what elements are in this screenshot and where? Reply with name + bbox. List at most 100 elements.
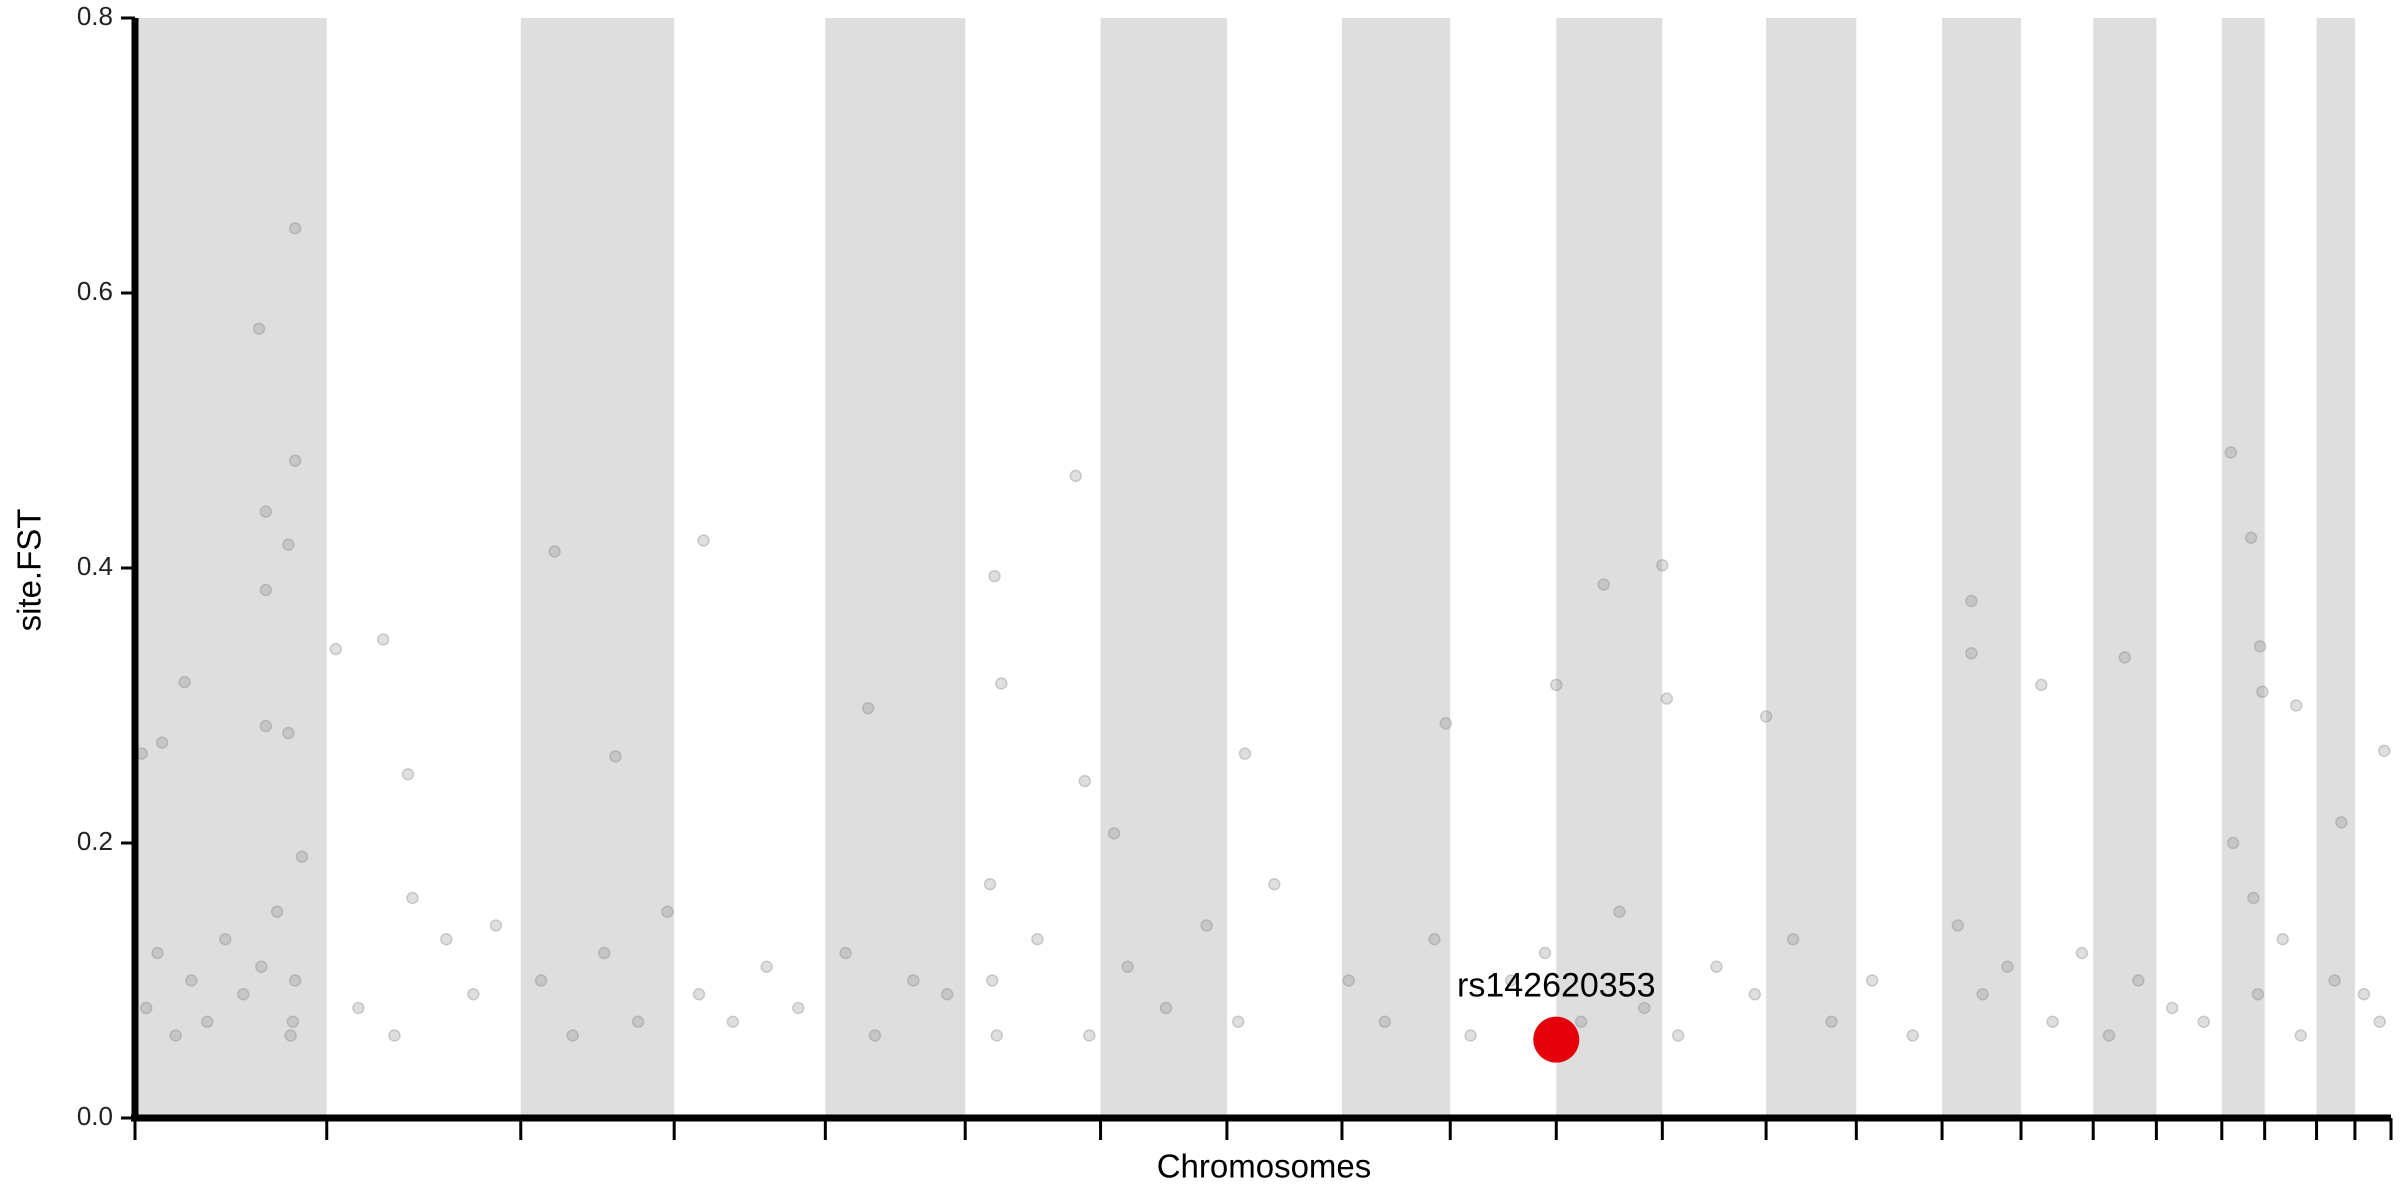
data-point [288,454,302,467]
data-point [489,919,503,932]
data-point [868,1029,882,1042]
data-point [907,974,920,987]
data-point [1574,1015,1588,1028]
data-point [2328,974,2341,987]
data-point [1638,1001,1651,1015]
data-point [2276,933,2289,946]
data-point [988,570,1001,583]
data-point [1464,1029,1477,1042]
data-point [1069,469,1083,483]
data-point [2377,744,2391,758]
data-point [940,988,954,1001]
data-point [2289,699,2303,712]
data-point [1951,919,1965,932]
data-point [1965,594,1978,608]
data-point [861,702,875,715]
data-point [2335,816,2348,829]
data-point [2046,1015,2059,1028]
data-point [1786,933,1800,946]
data-point [995,677,1008,690]
data-point [2102,1029,2116,1042]
data-point [2294,1029,2308,1042]
data-point [155,736,169,749]
chromosome-band [2093,18,2157,1118]
data-point [1428,933,1441,946]
data-point [259,719,273,733]
data-point [140,1001,153,1015]
data-point [295,850,309,863]
data-point [401,768,415,781]
data-point [218,933,232,946]
data-point [270,905,284,918]
data-point [1710,960,1723,973]
data-point [2224,446,2238,459]
data-point [2244,531,2258,544]
data-point [200,1015,214,1028]
highlight-point [1533,1016,1580,1063]
data-point [329,642,343,656]
data-point [2226,836,2240,850]
data-point [388,1029,401,1042]
data-point [440,933,453,946]
data-point [792,1001,805,1015]
data-point [1504,974,1518,987]
data-point [2256,685,2269,698]
data-point [1613,905,1626,918]
data-point [1078,774,1092,788]
data-point [597,946,611,960]
data-point [1107,827,1121,840]
y-tick-label: 0.2 [77,826,113,856]
data-point [2357,988,2371,1001]
chromosome-band [520,18,675,1118]
data-point [697,534,710,547]
data-point [2165,1001,2179,1015]
chromosome-band [1942,18,2022,1118]
data-point [1231,1015,1245,1028]
data-point [726,1015,740,1028]
data-point [1159,1001,1173,1015]
y-axis-title: site.FST [11,509,48,632]
data-point [286,1015,300,1028]
data-point [2132,974,2145,987]
data-point [237,988,250,1001]
chromosome-band [2316,18,2355,1118]
y-tick-label: 0.4 [77,551,113,581]
data-point [2118,651,2132,664]
data-point [534,974,548,987]
chromosome-band [1341,18,1451,1118]
data-point [631,1015,645,1028]
data-point [1439,717,1452,730]
data-point [1121,960,1134,973]
data-point [609,750,622,763]
data-point [1083,1029,1096,1042]
data-point [259,505,273,518]
data-point [1656,559,1669,572]
data-point [282,726,295,740]
data-point [1268,878,1281,891]
data-point [282,538,295,551]
data-point [1538,946,1552,960]
chromosome-band [825,18,966,1118]
data-point [839,946,852,960]
data-point [288,974,302,987]
data-point [2075,946,2089,960]
data-point [566,1029,579,1042]
data-point [1865,974,1879,987]
data-point [376,633,390,646]
data-point [1759,710,1773,723]
data-point [1238,747,1252,760]
data-point [2247,891,2260,905]
data-point [406,891,419,905]
data-point [760,960,773,973]
data-point [259,583,273,597]
data-point [1965,647,1978,660]
chromosome-band [2221,18,2265,1118]
data-point [1031,933,1044,946]
chromosome-band [1556,18,1663,1118]
data-point [252,322,266,335]
data-point [1671,1029,1685,1042]
y-tick-label: 0.8 [77,1,113,31]
y-tick-label: 0.0 [77,1101,113,1131]
data-point [1342,974,1355,987]
